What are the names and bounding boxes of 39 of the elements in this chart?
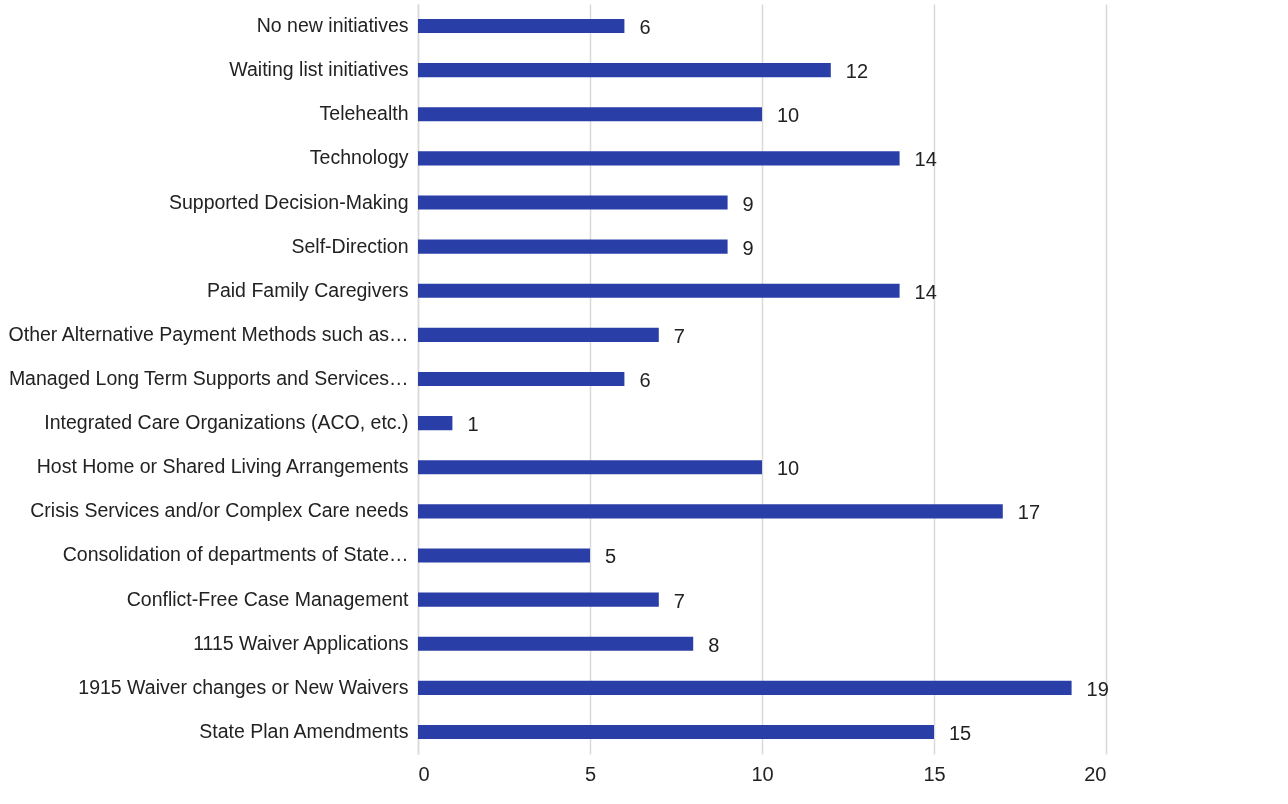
- y-tick-label: State Plan Amendments: [199, 719, 409, 742]
- data-label: 6: [639, 16, 651, 39]
- data-label: 17: [1017, 501, 1041, 524]
- y-tick-label: Other Alternative Payment Methods such as…: [8, 322, 409, 345]
- x-tick-label: 15: [923, 762, 946, 785]
- data-label: 1: [467, 413, 479, 436]
- y-tick-label: Paid Family Caregivers: [206, 278, 409, 301]
- data-label: 7: [673, 324, 685, 347]
- data-label: 14: [914, 280, 937, 303]
- y-tick-label: Telehealth: [319, 102, 409, 125]
- data-label: 10: [777, 457, 800, 480]
- x-tick-label: 10: [751, 762, 774, 785]
- x-tick-label: 20: [1084, 762, 1107, 785]
- y-tick-label: Consolidation of departments of State…: [62, 543, 409, 566]
- y-tick-label: 1115 Waiver Applications: [193, 631, 409, 654]
- y-tick-label: Waiting list initiatives: [229, 58, 409, 81]
- data-label: 6: [639, 369, 651, 391]
- x-tick-label: 0: [418, 762, 430, 785]
- data-label: 19: [1086, 677, 1109, 700]
- data-label: 7: [673, 589, 685, 612]
- y-tick-label: 1915 Waiver changes or New Waivers: [78, 675, 409, 698]
- data-label: 9: [742, 236, 754, 259]
- data-label: 8: [708, 633, 720, 656]
- y-tick-label: Self-Direction: [291, 234, 409, 257]
- y-tick-label: Managed Long Term Supports and Services…: [8, 367, 409, 389]
- data-label: 9: [742, 192, 754, 215]
- y-tick-label: Conflict-Free Case Management: [126, 587, 410, 610]
- y-tick-label: Technology: [309, 146, 409, 169]
- data-label: 10: [777, 104, 800, 127]
- data-label: 5: [605, 545, 617, 568]
- data-label: 15: [949, 721, 972, 744]
- y-tick-label: Integrated Care Organizations (ACO, etc.): [44, 411, 409, 434]
- y-tick-label: Host Home or Shared Living Arrangements: [36, 455, 409, 478]
- x-tick-label: 5: [584, 762, 597, 785]
- y-tick-label: No new initiatives: [256, 14, 409, 37]
- y-tick-label: Crisis Services and/or Complex Care needs: [30, 499, 409, 522]
- data-label: 12: [845, 60, 869, 83]
- y-tick-label: Supported Decision-Making: [168, 190, 409, 213]
- data-label: 14: [914, 148, 937, 171]
